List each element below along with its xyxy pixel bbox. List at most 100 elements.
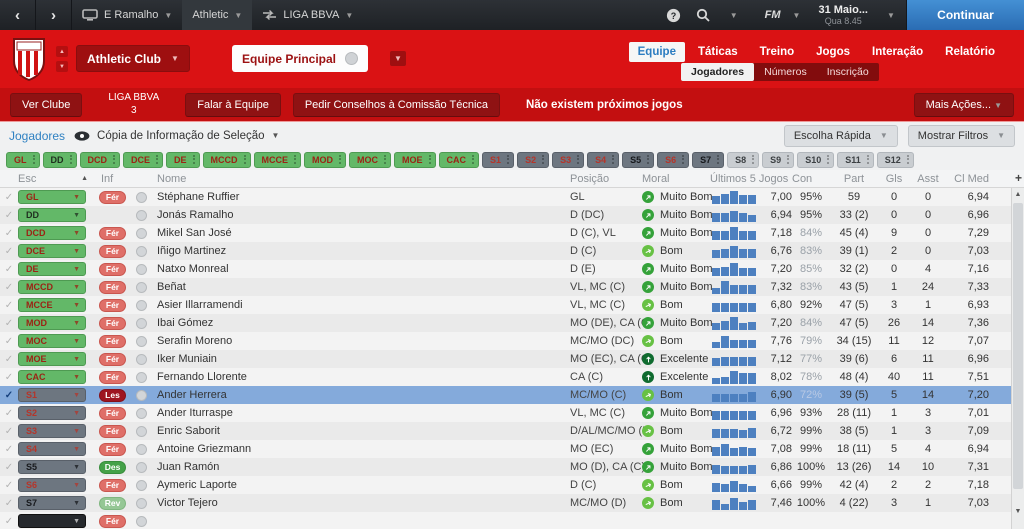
player-info-icon[interactable] xyxy=(136,335,147,347)
column-gls[interactable]: Gls xyxy=(885,172,903,185)
competition-selector[interactable]: LIGA BBVA ▼ xyxy=(252,0,363,30)
player-name[interactable]: Jonás Ramalho xyxy=(157,209,234,221)
row-check-icon[interactable]: ✓ xyxy=(4,461,14,473)
filter-gl[interactable]: GL xyxy=(6,151,40,168)
player-info-icon[interactable] xyxy=(136,407,147,419)
row-check-icon[interactable]: ✓ xyxy=(4,497,14,509)
team-selector[interactable]: Athletic ▼ xyxy=(182,0,253,30)
player-name[interactable]: Juan Ramón xyxy=(157,461,220,473)
player-info-icon[interactable] xyxy=(136,425,147,437)
table-row[interactable]: ✓ MCCE ▼ Fér Asier Illarramendi VL, MC (C) ➜ Bo… xyxy=(0,296,1024,314)
date-dropdown[interactable]: ▼ xyxy=(876,0,906,30)
scroll-up-icon[interactable]: ▲ xyxy=(1014,191,1022,198)
player-name[interactable]: Serafin Moreno xyxy=(157,335,233,347)
row-check-icon[interactable]: ✓ xyxy=(4,479,14,491)
position-select-button[interactable]: S5 ▼ xyxy=(18,460,86,474)
status-badge[interactable]: Fér xyxy=(99,514,126,528)
player-name[interactable]: Natxo Monreal xyxy=(157,263,229,275)
player-name[interactable]: Ibai Gómez xyxy=(157,317,214,329)
filter-mod[interactable]: MOD xyxy=(304,151,347,168)
game-date[interactable]: 31 Maio... Qua 8.45 xyxy=(810,4,876,27)
row-check-icon[interactable]: ✓ xyxy=(4,353,14,365)
player-info-icon[interactable] xyxy=(136,353,147,365)
table-row[interactable]: ✓ ▼ Fér xyxy=(0,512,1024,529)
position-select-button[interactable]: MOD ▼ xyxy=(18,316,86,330)
table-row[interactable]: ✓ MOE ▼ Fér Iker Muniain MO (EC), CA (C) ➜ Exce… xyxy=(0,350,1024,368)
status-badge[interactable]: Fér xyxy=(99,280,126,294)
table-row[interactable]: ✓ S2 ▼ Fér Ander Iturraspe VL, MC (C) ➜ Muito B… xyxy=(0,404,1024,422)
position-select-button[interactable]: DE ▼ xyxy=(18,262,86,276)
subtab-jogadores[interactable]: Jogadores xyxy=(681,63,755,81)
column-nome[interactable]: Nome xyxy=(157,172,187,185)
table-row[interactable]: ✓ DE ▼ Fér Natxo Monreal D (E) ➜ Muito Bom 7,20 8… xyxy=(0,260,1024,278)
row-check-icon[interactable]: ✓ xyxy=(4,317,14,329)
table-scrollbar[interactable]: ▲ ▼ xyxy=(1011,188,1024,529)
player-name[interactable]: Victor Tejero xyxy=(157,497,218,509)
table-row[interactable]: ✓ CAC ▼ Fér Fernando Llorente CA (C) ➜ Excelent… xyxy=(0,368,1024,386)
tab-treino[interactable]: Treino xyxy=(759,46,795,58)
status-badge[interactable]: Fér xyxy=(99,442,126,456)
search-dropdown[interactable]: ▼ xyxy=(719,0,749,30)
filter-s10[interactable]: S10 xyxy=(797,151,835,168)
position-select-button[interactable]: S1 ▼ xyxy=(18,388,86,402)
filter-s11[interactable]: S11 xyxy=(837,151,874,168)
table-row[interactable]: ✓ MOD ▼ Fér Ibai Gómez MO (DE), CA (C) ➜ Muito … xyxy=(0,314,1024,332)
filter-mcce[interactable]: MCCE xyxy=(253,151,302,168)
player-name[interactable]: Fernando Llorente xyxy=(157,371,247,383)
player-name[interactable]: Iñigo Martinez xyxy=(157,245,227,257)
status-badge[interactable]: Fér xyxy=(99,298,126,312)
player-info-icon[interactable] xyxy=(136,515,147,527)
scrollbar-thumb[interactable] xyxy=(1013,203,1023,489)
filter-s6[interactable]: S6 xyxy=(657,151,690,168)
status-badge[interactable]: Fér xyxy=(99,190,126,204)
table-row[interactable]: ✓ S7 ▼ Rev Victor Tejero MC/MO (D) ➜ Bom 7,46 100… xyxy=(0,494,1024,512)
position-select-button[interactable]: S3 ▼ xyxy=(18,424,86,438)
position-select-button[interactable]: S7 ▼ xyxy=(18,496,86,510)
tab-jogos[interactable]: Jogos xyxy=(816,46,851,58)
position-select-button[interactable]: DCE ▼ xyxy=(18,244,86,258)
squad-dropdown[interactable]: ▼ xyxy=(390,51,406,66)
column-moral[interactable]: Moral xyxy=(642,172,670,185)
filter-dcd[interactable]: DCD xyxy=(79,151,120,168)
column-ultimos-5-jogos[interactable]: Últimos 5 Jogos xyxy=(710,172,789,185)
table-row[interactable]: ✓ S4 ▼ Fér Antoine Griezmann MO (EC) ➜ Muito Bo… xyxy=(0,440,1024,458)
status-badge[interactable]: Fér xyxy=(99,226,126,240)
player-info-icon[interactable] xyxy=(136,281,147,293)
row-check-icon[interactable]: ✓ xyxy=(4,389,14,401)
status-badge[interactable]: Fér xyxy=(99,478,126,492)
row-check-icon[interactable]: ✓ xyxy=(4,371,14,383)
table-row[interactable]: ✓ DCE ▼ Fér Iñigo Martinez D (C) ➜ Bom 6,76 83% 39… xyxy=(0,242,1024,260)
filter-s8[interactable]: S8 xyxy=(727,151,760,168)
status-badge[interactable]: Fér xyxy=(99,316,126,330)
column-inf[interactable]: Inf xyxy=(101,172,114,185)
table-row[interactable]: ✓ S6 ▼ Fér Aymeric Laporte D (C) ➜ Bom 6,66 99% 42… xyxy=(0,476,1024,494)
row-check-icon[interactable]: ✓ xyxy=(4,443,14,455)
row-check-icon[interactable]: ✓ xyxy=(4,299,14,311)
show-filters-button[interactable]: Mostrar Filtros ▼ xyxy=(907,124,1015,147)
position-select-button[interactable]: DCD ▼ xyxy=(18,226,86,240)
spinner-up-icon[interactable]: ▲ xyxy=(56,46,68,57)
subtab-números[interactable]: Números xyxy=(764,66,807,78)
player-info-icon[interactable] xyxy=(136,371,147,383)
table-row[interactable]: ✓ S3 ▼ Fér Enric Saborit D/AL/MC/MO (E) ➜ Bom 6,… xyxy=(0,422,1024,440)
position-select-button[interactable]: DD ▼ xyxy=(18,208,86,222)
column-esc[interactable]: Esc ▲ xyxy=(18,173,92,185)
player-info-icon[interactable] xyxy=(136,263,147,275)
player-info-icon[interactable] xyxy=(136,389,147,401)
filter-s1[interactable]: S1 xyxy=(482,151,515,168)
player-info-icon[interactable] xyxy=(136,479,147,491)
position-select-button[interactable]: S4 ▼ xyxy=(18,442,86,456)
manager-selector[interactable]: E Ramalho ▼ xyxy=(72,0,182,30)
status-badge[interactable]: Fér xyxy=(99,262,126,276)
player-name[interactable]: Antoine Griezmann xyxy=(157,443,252,455)
search-button[interactable] xyxy=(689,0,719,30)
position-select-button[interactable]: S6 ▼ xyxy=(18,478,86,492)
position-select-button[interactable]: ▼ xyxy=(18,514,86,528)
table-row[interactable]: ✓ S1 ▼ Les Ander Herrera MC/MO (C) ➜ Bom 6,90 72%… xyxy=(0,386,1024,404)
filter-s3[interactable]: S3 xyxy=(552,151,585,168)
status-badge[interactable]: Fér xyxy=(99,334,126,348)
row-check-icon[interactable]: ✓ xyxy=(4,515,14,527)
help-button[interactable]: ? xyxy=(659,0,689,30)
column-cl-med[interactable]: Cl Med xyxy=(954,172,989,185)
table-row[interactable]: ✓ DCD ▼ Fér Mikel San José D (C), VL ➜ Muito Bo… xyxy=(0,224,1024,242)
